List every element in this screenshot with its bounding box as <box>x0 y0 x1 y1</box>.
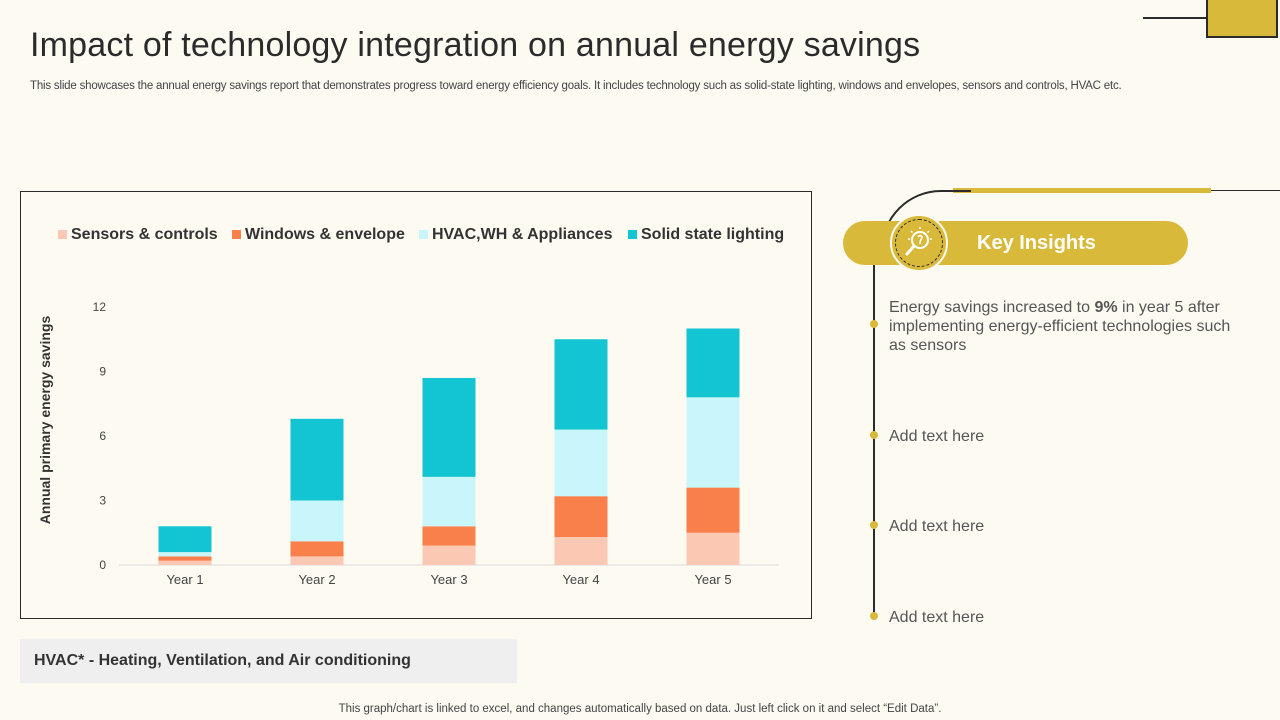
hvac-footnote-text: HVAC* - Heating, Ventilation, and Air co… <box>34 652 411 669</box>
bar-0-3[interactable] <box>158 526 212 553</box>
insight-item-1: Energy savings increased to 9% in year 5… <box>889 299 1231 354</box>
y-tick-label-2: 6 <box>99 429 106 443</box>
insight-bullet <box>870 320 878 328</box>
bar-2-3[interactable] <box>422 377 476 477</box>
bar-0-0[interactable] <box>158 560 212 565</box>
bar-1-3[interactable] <box>290 418 344 501</box>
insight-highlight: 9% <box>1094 299 1118 316</box>
legend-swatch-1 <box>232 230 241 239</box>
x-tick-label-1: Year 2 <box>298 572 335 587</box>
bar-3-2[interactable] <box>554 429 608 497</box>
hvac-footnote: HVAC* - Heating, Ventilation, and Air co… <box>20 639 517 683</box>
bar-3-1[interactable] <box>554 496 608 538</box>
insights-accent-line <box>953 188 1211 193</box>
y-axis-label: Annual primary energy savings <box>37 316 53 525</box>
insight-bullet <box>870 612 878 620</box>
x-tick-label-3: Year 4 <box>562 572 599 587</box>
lightbulb-search-icon <box>890 214 948 272</box>
legend-label-1: Windows & envelope <box>245 226 405 243</box>
footer-note: This graph/chart is linked to excel, and… <box>338 703 942 715</box>
insight-item-3[interactable]: Add text here <box>889 518 985 535</box>
bar-0-2[interactable] <box>158 552 212 557</box>
legend-label-3: Solid state lighting <box>641 226 784 243</box>
bar-2-2[interactable] <box>422 476 476 527</box>
x-tick-label-4: Year 5 <box>694 572 731 587</box>
bar-4-3[interactable] <box>686 328 740 398</box>
y-tick-label-0: 0 <box>99 558 106 572</box>
bar-2-1[interactable] <box>422 526 476 546</box>
chart-legend: Sensors & controls Windows & envelope HVAC… <box>58 226 784 243</box>
chart-ticks: 0 3 6 9 12 Year 1 Year 2 Year 3 Year 4 Year 5 <box>93 300 732 587</box>
page-subtitle: This slide showcases the annual energy s… <box>30 80 1122 92</box>
insight-bullet <box>870 521 878 529</box>
page-title: Impact of technology integration on annu… <box>30 26 921 64</box>
bar-3-0[interactable] <box>554 537 608 565</box>
chart-frame[interactable]: Sensors & controls Windows & envelope HVAC… <box>20 191 812 619</box>
insight-item-4[interactable]: Add text here <box>889 609 985 626</box>
insights-timeline <box>873 262 875 618</box>
bar-2-0[interactable] <box>422 545 476 565</box>
bar-4-1[interactable] <box>686 487 740 533</box>
legend-swatch-0 <box>58 230 67 239</box>
bar-0-1[interactable] <box>158 556 212 561</box>
legend-label-2: HVAC,WH & Appliances <box>432 226 613 243</box>
x-tick-label-0: Year 1 <box>166 572 203 587</box>
bar-4-2[interactable] <box>686 397 740 488</box>
x-tick-label-2: Year 3 <box>430 572 467 587</box>
y-tick-label-1: 3 <box>99 494 106 508</box>
insight-item-2[interactable]: Add text here <box>889 428 985 445</box>
insight-bullet <box>870 431 878 439</box>
chart-bars <box>158 328 740 565</box>
legend-swatch-2 <box>419 230 428 239</box>
bar-3-3[interactable] <box>554 339 608 430</box>
bar-1-2[interactable] <box>290 500 344 542</box>
corner-decor-line <box>1143 17 1225 19</box>
legend-swatch-3 <box>628 230 637 239</box>
key-insights-heading: Key Insights <box>977 232 1096 254</box>
y-tick-label-4: 12 <box>93 300 107 314</box>
bar-1-1[interactable] <box>290 541 344 557</box>
y-tick-label-3: 9 <box>99 365 106 379</box>
bar-4-0[interactable] <box>686 532 740 565</box>
stacked-bar-chart[interactable]: Sensors & controls Windows & envelope HVAC… <box>21 192 811 618</box>
bar-1-0[interactable] <box>290 556 344 565</box>
corner-decor-box <box>1206 0 1278 38</box>
legend-label-0: Sensors & controls <box>71 226 218 243</box>
